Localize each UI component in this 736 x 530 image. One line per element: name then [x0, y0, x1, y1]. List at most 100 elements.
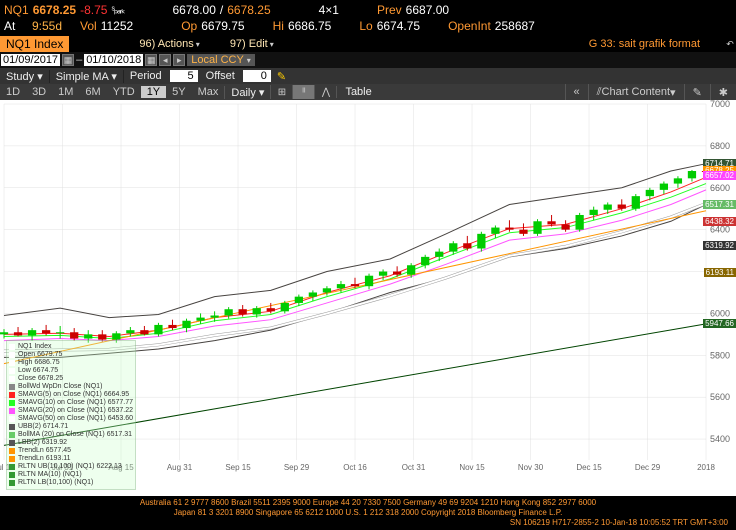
hi-label: Hi	[273, 19, 284, 33]
svg-text:6800: 6800	[710, 141, 730, 151]
price-tag: 6193.11	[704, 268, 736, 277]
prev-icon[interactable]: ◂	[159, 54, 171, 66]
legend-item: BollMA (20) on Close (NQ1) 6517.31	[9, 431, 133, 439]
bid: 6678.00	[173, 3, 216, 17]
legend-item: RLTN UB(10,100) (NQ1) 6222.13	[9, 463, 133, 471]
svg-text:5600: 5600	[710, 392, 730, 402]
line-type-icon[interactable]: ⋀	[314, 85, 336, 99]
price-tag: 6657.02	[703, 171, 736, 180]
legend-item: Close 6678.25	[9, 375, 133, 383]
svg-text:5400: 5400	[710, 434, 730, 444]
timeframe-6m[interactable]: 6M	[79, 86, 106, 98]
timeframe-ytd[interactable]: YTD	[107, 86, 141, 98]
terminal-footer: Australia 61 2 9777 8600 Brazil 5511 239…	[0, 496, 736, 530]
period-label: Period	[124, 70, 168, 82]
prev-value: 6687.00	[406, 3, 449, 17]
timeframe-toolbar: 1D3D1M6MYTD1Y5YMax Daily ▾ ⊞ ᴵᴵ ⋀ Table …	[0, 84, 736, 100]
footer-line1: Australia 61 2 9777 8600 Brazil 5511 239…	[0, 498, 736, 508]
svg-text:Oct 31: Oct 31	[402, 463, 426, 472]
vol-label: Vol	[80, 19, 97, 33]
price-tag: 6517.31	[703, 200, 736, 209]
edit-menu[interactable]: 97) Edit	[230, 38, 268, 50]
local-ccy-dropdown[interactable]: Local CCY ▾	[187, 54, 254, 66]
legend-item: NQ1 Index	[9, 343, 133, 351]
date-from-input[interactable]: 01/09/2017	[1, 54, 60, 66]
oi-value: 258687	[495, 19, 535, 33]
footer-line3: SN 106219 H717-2855-2 10-Jan-18 10:05:52…	[0, 518, 736, 528]
timeframe-1m[interactable]: 1M	[52, 86, 79, 98]
legend-item: RLTN MA(10) (NQ1)	[9, 471, 133, 479]
offset-input[interactable]: 0	[243, 70, 271, 82]
ma-dropdown[interactable]: Simple MA ▾	[50, 70, 124, 83]
lo-label: Lo	[359, 19, 372, 33]
actions-menu[interactable]: 96) Actions	[139, 38, 193, 50]
time: 9:55d	[32, 19, 62, 33]
page-title-right: G 33: sait grafik format	[589, 38, 700, 50]
lo-value: 6674.75	[377, 19, 420, 33]
sparkline-icon: ˢₚₐᵣₖ	[111, 5, 124, 16]
svg-text:Sep 29: Sep 29	[284, 463, 310, 472]
collapse-button[interactable]: «	[565, 84, 588, 100]
chart-type-icon[interactable]: ⊞	[270, 85, 292, 99]
footer-line2: Japan 81 3 3201 8900 Singapore 65 6212 1…	[0, 508, 736, 518]
svg-text:Dec 29: Dec 29	[635, 463, 661, 472]
calendar-icon[interactable]: ▦	[145, 54, 157, 66]
timeframe-5y[interactable]: 5Y	[166, 86, 191, 98]
edit-icon[interactable]: ✎	[684, 84, 710, 100]
timeframe-1d[interactable]: 1D	[0, 86, 26, 98]
timeframe-1y[interactable]: 1Y	[141, 86, 166, 98]
price-chart[interactable]: Jul 14Jul 31Aug 15Aug 31Sep 15Sep 29Oct …	[0, 100, 736, 500]
next-icon[interactable]: ▸	[173, 54, 185, 66]
svg-text:Sep 15: Sep 15	[225, 463, 251, 472]
hi-value: 6686.75	[288, 19, 331, 33]
table-button[interactable]: Table	[336, 86, 379, 98]
svg-text:Oct 16: Oct 16	[343, 463, 367, 472]
quote-bar: NQ1 6678.25 -8.75 ˢₚₐᵣₖ 6678.00 / 6678.2…	[0, 0, 736, 36]
op-value: 6679.75	[201, 19, 244, 33]
prev-label: Prev	[377, 3, 402, 17]
svg-text:7000: 7000	[710, 100, 730, 109]
legend-item: SMAVG(50) on Close (NQ1) 6453.60	[9, 415, 133, 423]
legend-item: Low 6674.75	[9, 367, 133, 375]
price-tag: 6319.92	[703, 241, 736, 250]
ticker: NQ1	[4, 3, 29, 17]
oi-label: OpenInt	[448, 19, 491, 33]
svg-text:6000: 6000	[710, 308, 730, 318]
back-icon[interactable]: ↶	[724, 38, 736, 50]
legend-item: BollWd WpDn Close (NQ1)	[9, 383, 133, 391]
legend-item: SMAVG(10) on Close (NQ1) 6577.77	[9, 399, 133, 407]
legend-item: Open 6679.75	[9, 351, 133, 359]
svg-text:6400: 6400	[710, 225, 730, 235]
date-toolbar: 01/09/2017 ▦ – 01/10/2018 ▦ ◂ ▸ Local CC…	[0, 52, 736, 68]
candle-type-icon[interactable]: ᴵᴵ	[292, 85, 314, 99]
legend-item: TrendLn 6577.45	[9, 447, 133, 455]
frequency-dropdown[interactable]: Daily ▾	[224, 86, 270, 99]
chart-content-dropdown[interactable]: ⫽ Chart Content ▾	[588, 84, 684, 100]
price-change: -8.75	[80, 3, 107, 17]
ask: 6678.25	[227, 3, 270, 17]
op-label: Op	[181, 19, 197, 33]
at-label: At	[4, 19, 28, 33]
price-tag: 6438.32	[703, 217, 736, 226]
svg-text:2018: 2018	[697, 463, 715, 472]
legend-item: UBB(2) 6714.71	[9, 423, 133, 431]
gear-icon[interactable]: ✱	[710, 84, 736, 100]
legend-item: RLTN LB(10,100) (NQ1)	[9, 479, 133, 487]
offset-label: Offset	[200, 70, 241, 82]
pencil-icon[interactable]: ✎	[277, 70, 286, 83]
legend-item: SMAVG(20) on Close (NQ1) 6537.22	[9, 407, 133, 415]
timeframe-3d[interactable]: 3D	[26, 86, 52, 98]
index-name: NQ1 Index	[0, 36, 69, 52]
chevron-down-icon: ▾	[270, 40, 274, 49]
period-input[interactable]: 5	[170, 70, 198, 82]
svg-text:Dec 15: Dec 15	[576, 463, 602, 472]
svg-text:Aug 31: Aug 31	[167, 463, 193, 472]
timeframe-max[interactable]: Max	[192, 86, 225, 98]
study-dropdown[interactable]: Study ▾	[0, 70, 50, 83]
svg-text:5800: 5800	[710, 350, 730, 360]
price-tag: 5947.66	[703, 319, 736, 328]
last-price: 6678.25	[33, 3, 76, 17]
calendar-icon[interactable]: ▦	[62, 54, 74, 66]
date-to-input[interactable]: 01/10/2018	[84, 54, 143, 66]
svg-text:6600: 6600	[710, 183, 730, 193]
